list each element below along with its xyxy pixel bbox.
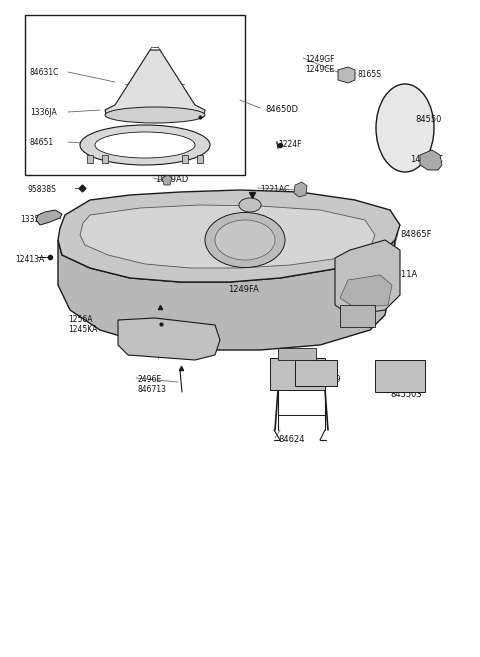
Bar [278,348,316,360]
Ellipse shape [376,84,434,172]
Text: 8165S: 8165S [358,70,382,79]
Text: 956959: 956959 [310,375,342,384]
Text: 84651: 84651 [30,138,54,147]
Ellipse shape [105,107,205,123]
Bar [340,305,375,327]
Text: 84550: 84550 [415,115,442,124]
Ellipse shape [95,132,195,158]
Polygon shape [335,240,400,315]
Ellipse shape [80,125,210,165]
Bar [25,15,245,175]
Text: 84624: 84624 [278,435,304,444]
Text: 84650D: 84650D [265,105,298,114]
Ellipse shape [239,198,261,212]
Text: 1019AD: 1019AD [155,175,188,184]
Polygon shape [80,205,375,268]
Text: 12413A: 12413A [15,255,44,264]
Text: 84611A: 84611A [385,270,417,279]
Polygon shape [58,240,395,350]
Bar [375,360,425,392]
Text: 845503: 845503 [390,390,422,399]
Text: 1249FA: 1249FA [228,285,259,294]
Text: 84865F: 84865F [400,230,432,239]
Polygon shape [36,210,62,225]
Text: 84631C: 84631C [30,68,60,77]
Polygon shape [105,50,205,117]
Text: 13350C: 13350C [20,215,49,224]
Bar [87,155,93,163]
Polygon shape [420,150,442,170]
Polygon shape [340,275,392,308]
Text: 2496E
846713: 2496E 846713 [138,375,167,394]
Text: 95838S: 95838S [28,185,57,194]
Text: 1224F: 1224F [278,140,301,149]
Text: 1221AC: 1221AC [260,185,289,194]
Text: 1256A
1245KA: 1256A 1245KA [68,315,97,334]
Polygon shape [294,182,307,197]
Polygon shape [118,318,220,360]
Text: 81645: 81645 [220,195,244,204]
Polygon shape [162,175,172,185]
Bar [182,155,188,163]
Bar [197,155,203,163]
Bar [270,358,325,390]
Bar [102,155,108,163]
Bar [295,360,337,386]
Polygon shape [58,190,400,282]
Text: 1336JA: 1336JA [30,108,57,117]
Text: 1461CC: 1461CC [410,155,443,164]
Ellipse shape [205,212,285,267]
Polygon shape [338,67,355,83]
Text: 1249GF
1249CE: 1249GF 1249CE [305,55,335,74]
Ellipse shape [215,220,275,260]
